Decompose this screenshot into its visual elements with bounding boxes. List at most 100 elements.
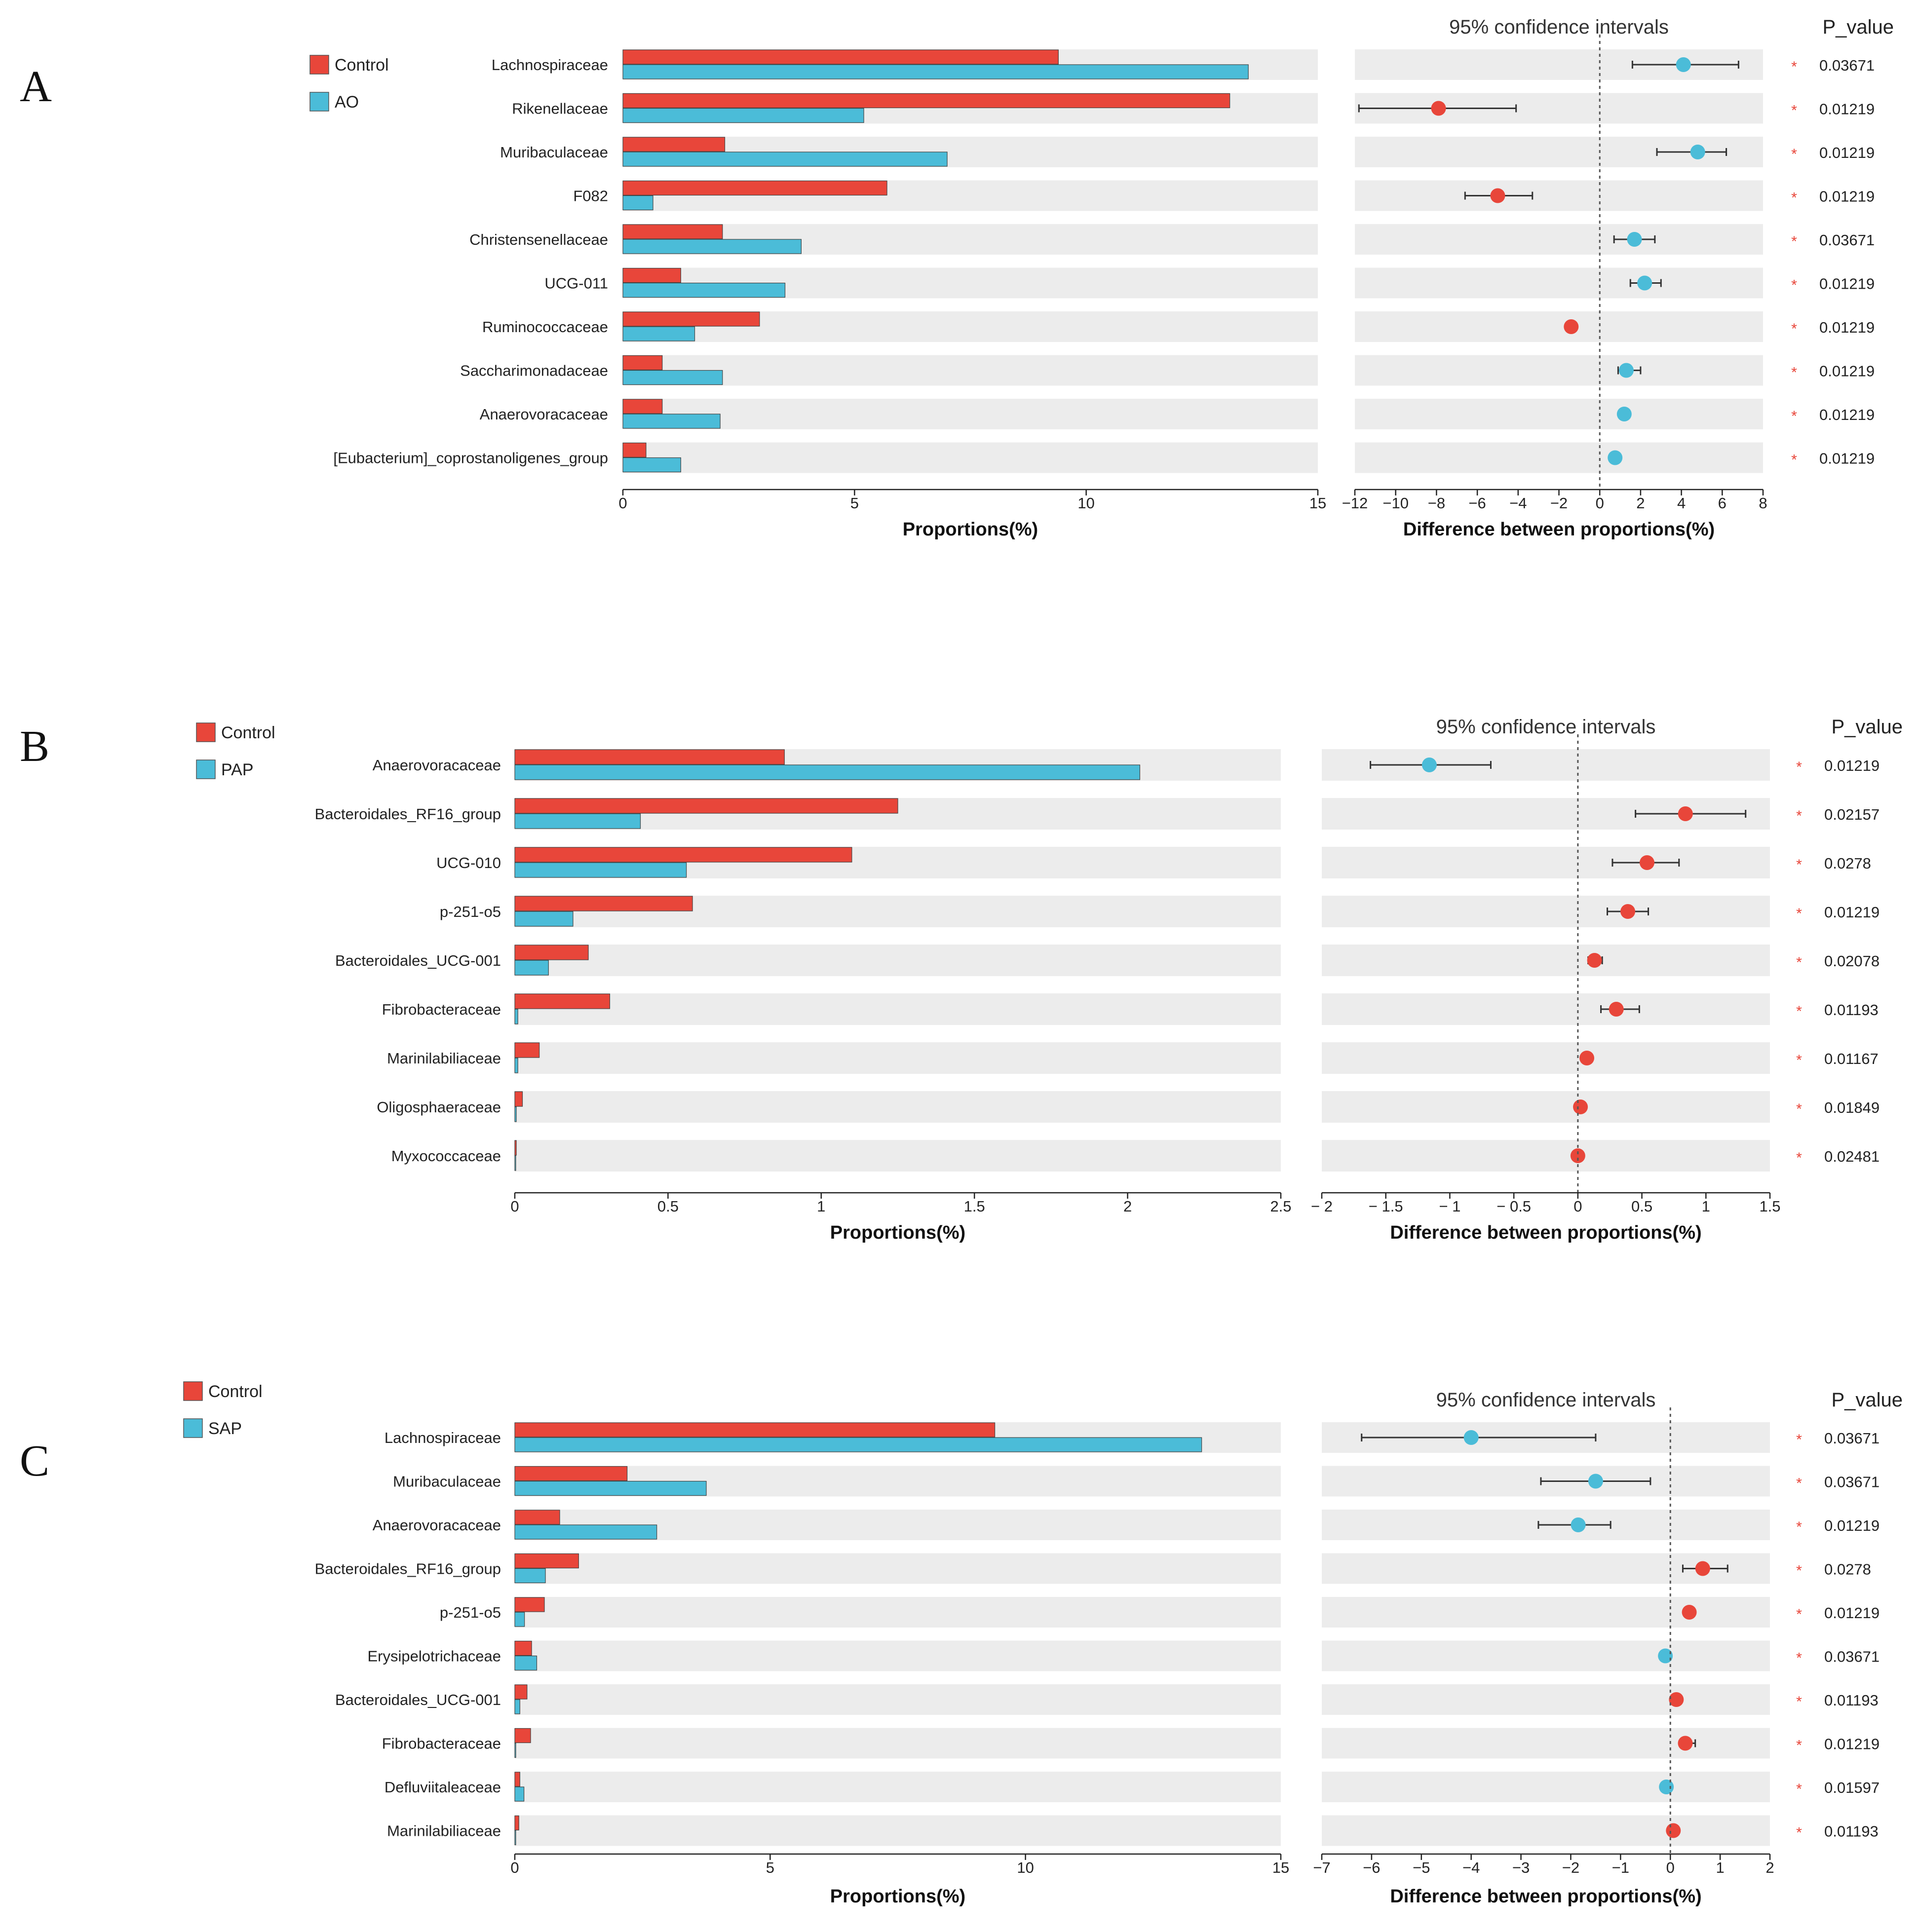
category-label: Muribaculaceae: [500, 144, 608, 161]
ci-x-tick-label: −5: [1413, 1859, 1430, 1876]
significance-star: *: [1796, 906, 1802, 922]
category-label: Oligosphaeraceae: [377, 1099, 501, 1116]
bar-control: [622, 93, 1230, 109]
p-value: 0.01219: [1819, 319, 1875, 336]
ci-row-stripe: [1322, 1042, 1770, 1074]
legend-label-pap: PAP: [221, 760, 254, 779]
ci-x-tick-label: 2: [1636, 494, 1645, 512]
ci-row-stripe: [1355, 355, 1763, 386]
difference-point: [1421, 758, 1437, 772]
difference-point: [1570, 1148, 1585, 1163]
panel-a: A Control AO 95% confidence intervals P_valu…: [20, 16, 1894, 540]
significance-star: *: [1791, 190, 1797, 206]
bar-row-stripe: [515, 1091, 1281, 1123]
significance-star: *: [1796, 759, 1802, 775]
bar-control: [514, 1510, 560, 1525]
category-label: Bacteroidales_RF16_group: [315, 805, 501, 823]
p-value: 0.01219: [1819, 450, 1875, 467]
ci-row-stripe: [1355, 399, 1763, 429]
ci-x-tick-label: − 1: [1439, 1198, 1460, 1215]
panel-label: C: [20, 1437, 49, 1485]
p-value: 0.03671: [1819, 57, 1875, 74]
ci-row-stripe: [1322, 993, 1770, 1025]
legend-swatch-pap: [196, 759, 216, 779]
bar-sap: [514, 1786, 525, 1802]
panel-label: A: [20, 62, 52, 111]
p-value: 0.01219: [1824, 904, 1880, 921]
significance-star: *: [1796, 1101, 1802, 1117]
significance-star: *: [1796, 1650, 1802, 1667]
category-label: Saccharimonadaceae: [460, 362, 608, 379]
legend-label-sap: SAP: [208, 1419, 242, 1438]
bar-row-stripe: [515, 1815, 1281, 1846]
difference-point: [1573, 1099, 1588, 1114]
bar-control: [622, 137, 726, 152]
ci-row-stripe: [1322, 1684, 1770, 1715]
bar-control: [514, 798, 898, 814]
bar-x-axis-title: Proportions(%): [830, 1886, 965, 1907]
bar-control: [514, 1815, 519, 1831]
bar-row-stripe: [515, 1728, 1281, 1759]
significance-star: *: [1796, 1606, 1802, 1623]
significance-star: *: [1796, 1003, 1802, 1020]
bar-ao: [622, 64, 1249, 79]
p-value: 0.01219: [1824, 757, 1880, 774]
category-label: Lachnospiraceae: [384, 1429, 501, 1446]
ci-row-stripe: [1322, 847, 1770, 878]
legend-label-control: Control: [221, 723, 275, 742]
ci-row-stripe: [1355, 311, 1763, 342]
ci-x-tick-label: 4: [1677, 494, 1686, 512]
bar-control: [622, 180, 887, 196]
bar-row-stripe: [515, 1640, 1281, 1671]
category-label: p-251-o5: [440, 1604, 501, 1621]
panel-b: B Control PAP 95% confidence intervals P_val…: [20, 716, 1903, 1243]
bar-control: [514, 945, 589, 960]
legend-swatch-sap: [183, 1418, 203, 1438]
panel-label: B: [20, 722, 49, 771]
ci-row-stripe: [1355, 267, 1763, 299]
ci-x-tick-label: −3: [1512, 1859, 1530, 1876]
legend-swatch-ao: [309, 92, 329, 112]
bar-row-stripe: [515, 1597, 1281, 1628]
bar-sap: [514, 1568, 546, 1584]
difference-point: [1616, 407, 1632, 421]
significance-star: *: [1791, 233, 1797, 250]
ci-x-tick-label: −12: [1342, 494, 1368, 512]
difference-point: [1579, 1051, 1595, 1065]
ci-row-stripe: [1322, 1815, 1770, 1846]
legend-swatch-control: [309, 55, 329, 75]
category-label: Fibrobacteraceae: [382, 1001, 501, 1018]
ci-x-tick-label: −4: [1462, 1859, 1480, 1876]
bar-control: [514, 1728, 531, 1743]
bar-x-tick-label: 5: [766, 1859, 774, 1876]
legend-label-ao: AO: [335, 93, 359, 112]
p-value: 0.01219: [1824, 1604, 1880, 1622]
ci-x-tick-label: −4: [1509, 494, 1527, 512]
p-value: 0.02157: [1824, 806, 1880, 823]
bar-row-stripe: [623, 442, 1318, 473]
ci-row-stripe: [1322, 1091, 1770, 1123]
ci-x-tick-label: − 1.5: [1369, 1198, 1403, 1215]
bar-pap: [514, 862, 687, 878]
difference-point: [1588, 1474, 1603, 1489]
p-value: 0.01219: [1819, 275, 1875, 293]
category-label: p-251-o5: [440, 903, 501, 920]
legend-swatch-control: [196, 722, 216, 742]
significance-star: *: [1791, 365, 1797, 381]
bar-x-axis-title: Proportions(%): [903, 519, 1038, 540]
bar-pap: [514, 1155, 516, 1171]
difference-point: [1620, 904, 1636, 919]
category-label: UCG-011: [544, 275, 608, 292]
bar-pap: [514, 1106, 517, 1122]
ci-x-tick-label: −8: [1428, 494, 1445, 512]
bar-sap: [514, 1743, 516, 1758]
category-label: Fibrobacteraceae: [382, 1735, 501, 1752]
bar-ao: [622, 152, 948, 167]
p-value: 0.01219: [1824, 1736, 1880, 1753]
significance-star: *: [1796, 1150, 1802, 1166]
p-value-header: P_value: [1831, 1389, 1903, 1411]
ci-x-tick-label: 0: [1596, 494, 1604, 512]
ci-row-stripe: [1322, 1728, 1770, 1759]
bar-sap: [514, 1437, 1202, 1452]
ci-row-stripe: [1322, 945, 1770, 976]
